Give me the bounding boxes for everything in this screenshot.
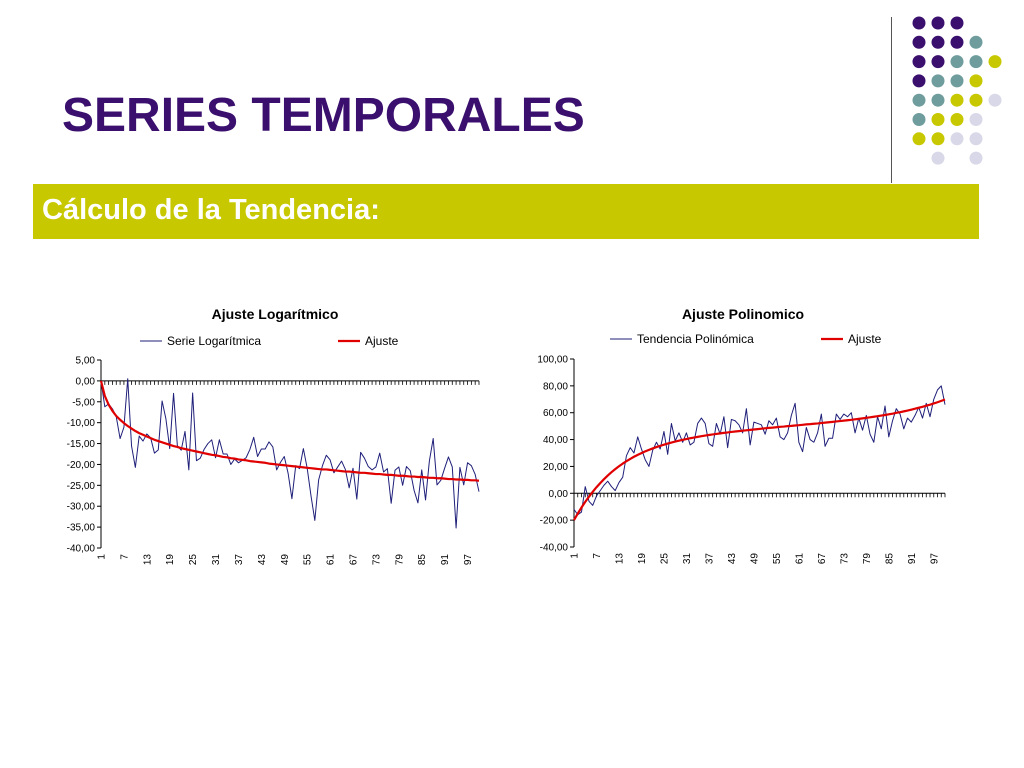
x-tick-label: 31: [682, 553, 693, 565]
decorative-dot: [950, 113, 964, 126]
decorative-dot: [912, 93, 926, 107]
decorative-dot: [950, 16, 964, 30]
y-tick-label: -35,00: [67, 523, 96, 534]
x-tick-label: 19: [637, 553, 648, 565]
x-tick-label: 37: [234, 554, 245, 566]
chart-title: Ajuste Polinomico: [682, 306, 804, 322]
x-tick-label: 13: [142, 554, 153, 566]
y-tick-label: -40,00: [540, 543, 569, 554]
x-tick-label: 37: [704, 553, 715, 565]
decorative-dot: [931, 35, 945, 49]
x-tick-label: 85: [884, 553, 895, 565]
decorative-dot: [912, 55, 926, 69]
x-tick-label: 43: [257, 554, 268, 566]
x-tick-label: 7: [119, 554, 130, 560]
x-tick-label: 55: [772, 553, 783, 565]
x-tick-label: 43: [727, 553, 738, 565]
x-tick-label: 25: [659, 553, 670, 565]
y-tick-label: 0,00: [76, 376, 96, 387]
y-tick-label: -15,00: [67, 439, 96, 450]
y-tick-label: 60,00: [543, 408, 568, 419]
x-tick-label: 97: [463, 554, 474, 566]
trend-fit-line: [99, 380, 480, 482]
y-tick-label: 5,00: [76, 356, 96, 367]
subtitle-text: Cálculo de la Tendencia:: [42, 194, 380, 226]
decorative-dot: [969, 151, 983, 165]
trend-fit-line: [573, 398, 946, 521]
decorative-dot: [912, 16, 926, 30]
y-tick-label: -40,00: [67, 544, 96, 555]
x-tick-label: 73: [839, 553, 850, 565]
x-tick-label: 1: [570, 553, 581, 559]
y-tick-label: 0,00: [549, 489, 569, 500]
decorative-dot: [912, 132, 926, 146]
decorative-dot: [969, 113, 983, 126]
x-tick-label: 67: [817, 553, 828, 565]
y-tick-label: -30,00: [67, 502, 96, 513]
y-tick-label: -25,00: [67, 481, 96, 492]
x-tick-label: 79: [862, 553, 873, 565]
decorative-dot: [950, 74, 964, 88]
x-tick-label: 49: [280, 554, 291, 566]
x-tick-label: 91: [907, 553, 918, 565]
decorative-dot: [931, 93, 945, 107]
x-tick-label: 91: [440, 554, 451, 566]
decorative-dot: [969, 55, 983, 69]
x-tick-label: 61: [326, 554, 337, 566]
decorative-dot: [969, 74, 983, 88]
decorative-dot: [969, 35, 983, 49]
data-series-line: [573, 385, 946, 516]
x-tick-label: 61: [794, 553, 805, 565]
decorative-dot: [950, 35, 964, 49]
x-tick-label: 25: [188, 554, 199, 566]
y-tick-label: 40,00: [543, 435, 568, 446]
title-divider-line: [891, 17, 892, 183]
decorative-dot: [912, 35, 926, 49]
slide-title: SERIES TEMPORALES: [62, 89, 585, 142]
decorative-dot: [969, 93, 983, 107]
subtitle-bar: Cálculo de la Tendencia:: [33, 184, 979, 239]
x-tick-label: 19: [165, 554, 176, 566]
y-tick-label: -20,00: [67, 460, 96, 471]
y-tick-label: 20,00: [543, 462, 568, 473]
decorative-dot: [931, 151, 945, 165]
decorative-dot: [912, 113, 926, 126]
decorative-dot: [950, 132, 964, 146]
decorative-dot: [931, 55, 945, 69]
x-tick-label: 13: [614, 553, 625, 565]
x-tick-label: 67: [349, 554, 360, 566]
decorative-dot: [931, 16, 945, 30]
x-tick-label: 55: [303, 554, 314, 566]
x-tick-label: 7: [592, 553, 603, 559]
x-tick-label: 85: [417, 554, 428, 566]
x-tick-label: 97: [929, 553, 940, 565]
poly-fit-chart: Ajuste Polinomico Tendencia Polinómica Aju…: [537, 306, 946, 565]
log-fit-chart: Ajuste Logarítmico Serie Logarítmica Ajust…: [67, 306, 480, 566]
data-series-line: [100, 378, 480, 529]
y-tick-label: 100,00: [537, 355, 568, 366]
legend-label: Ajuste: [365, 334, 399, 348]
decorative-dot: [931, 74, 945, 88]
chart-title: Ajuste Logarítmico: [212, 306, 339, 322]
decorative-dot: [988, 93, 1002, 107]
x-tick-label: 79: [394, 554, 405, 566]
y-tick-label: 80,00: [543, 381, 568, 392]
decorative-dot: [950, 55, 964, 69]
decorative-dot: [931, 113, 945, 126]
y-tick-label: -5,00: [72, 397, 95, 408]
legend-label: Ajuste: [848, 332, 882, 346]
y-tick-label: -20,00: [540, 516, 569, 527]
decorative-dot: [931, 132, 945, 146]
legend-label: Tendencia Polinómica: [637, 332, 754, 346]
x-tick-label: 49: [749, 553, 760, 565]
decorative-dot: [950, 93, 964, 107]
legend-label: Serie Logarítmica: [167, 334, 261, 348]
decorative-dot: [912, 74, 926, 88]
decorative-dot: [969, 132, 983, 146]
decorative-dot: [988, 55, 1002, 69]
x-tick-label: 31: [211, 554, 222, 566]
x-tick-label: 1: [97, 554, 108, 560]
x-tick-label: 73: [371, 554, 382, 566]
y-tick-label: -10,00: [67, 418, 96, 429]
